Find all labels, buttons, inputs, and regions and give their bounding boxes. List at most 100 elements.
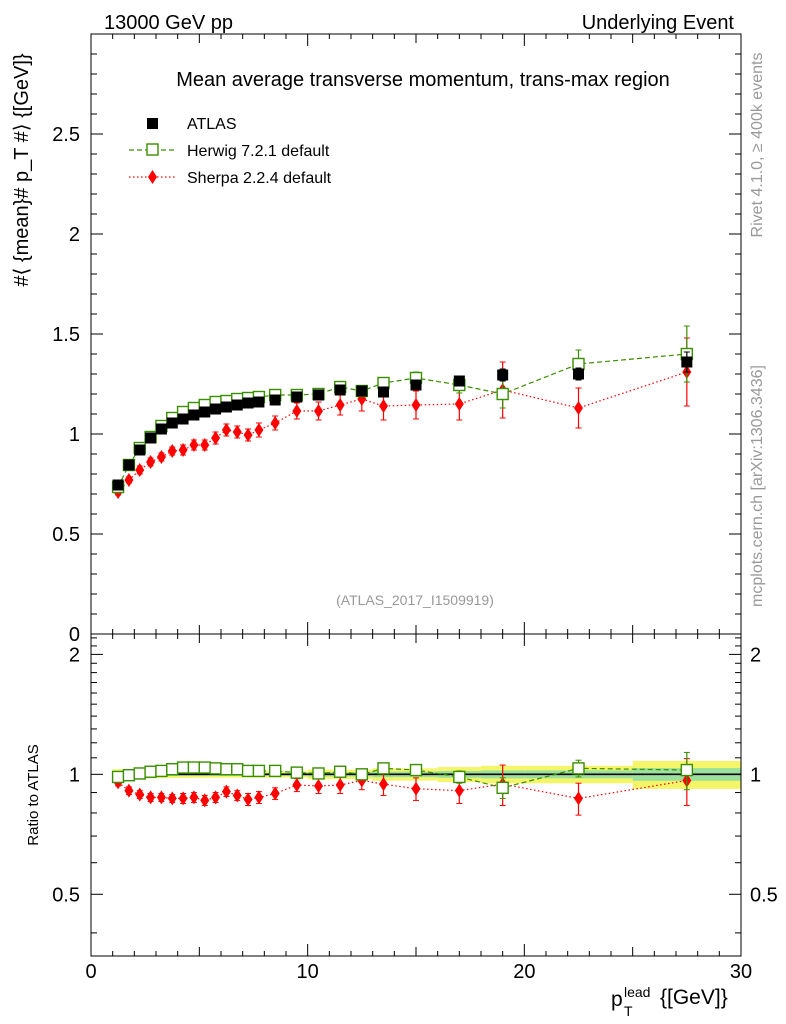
x-axis-label-sub: T <box>624 1003 633 1019</box>
sherpa-point <box>189 438 199 452</box>
atlas-point <box>145 432 157 444</box>
sherpa-point <box>335 398 345 412</box>
ratio-y-tick-label-right: 0.5 <box>750 884 778 906</box>
atlas-point <box>313 389 324 401</box>
sherpa-point <box>124 473 134 487</box>
herwig-point <box>111 770 125 784</box>
sherpa-point <box>454 783 464 798</box>
sherpa-point <box>454 397 464 411</box>
sherpa-point <box>254 423 264 437</box>
header-right: Underlying Event <box>582 12 735 34</box>
sherpa-point <box>574 401 583 415</box>
atlas-point <box>681 356 693 368</box>
main-series-layer <box>111 325 694 499</box>
herwig-line <box>117 353 687 488</box>
legend-marker-atlas <box>147 118 158 129</box>
y-tick-label: 2 <box>69 224 80 246</box>
x-axis-label: p T lead {[GeV]} <box>611 984 728 1019</box>
herwig-point <box>155 764 168 778</box>
atlas-point <box>155 423 167 435</box>
analysis-id: (ATLAS_2017_I1509919) <box>336 592 494 608</box>
atlas-point <box>188 409 200 421</box>
sherpa-point <box>232 425 242 439</box>
x-tick-label: 0 <box>85 961 96 983</box>
sherpa-point <box>221 784 231 799</box>
sherpa-point <box>270 416 280 430</box>
herwig-point <box>209 762 222 775</box>
sherpa-point <box>135 787 145 802</box>
mcplots-label: mcplots.cern.ch [arXiv:1306.3436] <box>749 365 766 607</box>
main-y-tick-labels: 0.5 1 1.5 2 2.5 0 <box>52 124 80 646</box>
sherpa-point <box>379 777 388 792</box>
sherpa-point <box>146 790 156 805</box>
atlas-point <box>410 379 422 391</box>
herwig-point <box>572 762 585 775</box>
sherpa-point <box>314 404 323 418</box>
herwig-point <box>496 781 509 795</box>
y-tick-label: 0.5 <box>52 524 80 546</box>
atlas-point <box>453 375 465 387</box>
header-left: 13000 GeV pp <box>104 12 233 34</box>
x-tick-label: 20 <box>513 961 535 983</box>
x-axis-label-p: p <box>611 988 623 1011</box>
rivet-label: Rivet 4.1.0, ≥ 400k events <box>749 53 766 238</box>
x-axis-label-unit: {[GeV]} <box>660 986 728 1009</box>
sherpa-point <box>211 790 221 805</box>
sherpa-point <box>146 455 156 469</box>
sherpa-point <box>292 778 302 793</box>
ratio-y-axis-label: Ratio to ATLAS <box>25 744 42 845</box>
ratio-y-tick-label-right: 1 <box>750 764 761 786</box>
y-tick-label: 1 <box>69 424 80 446</box>
sherpa-point <box>167 791 177 806</box>
sherpa-point <box>211 431 221 445</box>
atlas-point <box>378 386 389 398</box>
herwig-point <box>680 763 694 777</box>
herwig-point <box>198 761 211 774</box>
herwig-point <box>144 765 157 778</box>
sherpa-point <box>200 438 210 452</box>
legend-label-herwig: Herwig 7.2.1 default <box>187 143 330 160</box>
herwig-point <box>377 762 390 775</box>
atlas-point <box>112 479 124 491</box>
sherpa-point <box>243 792 253 807</box>
sherpa-point <box>292 404 302 418</box>
herwig-point <box>290 766 304 779</box>
x-axis-label-sup: lead <box>624 984 650 1000</box>
sherpa-point <box>270 786 280 801</box>
herwig-point <box>312 767 325 780</box>
atlas-point <box>210 403 222 415</box>
sherpa-point <box>254 790 264 805</box>
main-title: Mean average transverse momentum, trans-… <box>176 69 670 91</box>
y-tick-label: 1.5 <box>52 324 80 346</box>
x-tick-label: 30 <box>730 961 752 983</box>
sherpa-point <box>135 463 145 477</box>
herwig-point <box>122 768 136 782</box>
atlas-point <box>242 397 254 409</box>
atlas-point <box>334 384 346 396</box>
herwig-point <box>166 763 179 776</box>
ratio-series-layer <box>111 751 694 816</box>
y-tick-label: 0 <box>69 624 80 646</box>
legend-marker-sherpa <box>148 170 157 184</box>
sherpa-line <box>117 371 688 493</box>
ratio-y-tick-label: 2 <box>69 644 80 666</box>
ratio-panel: 0.5 0.5 1 1 2 2 Ratio to ATLAS <box>25 633 778 957</box>
sherpa-point <box>411 398 421 412</box>
atlas-point <box>291 391 303 403</box>
herwig-point <box>268 764 282 778</box>
x-tick-labels: 0 10 20 30 <box>85 961 752 983</box>
ratio-y-tick-label: 0.5 <box>52 884 80 906</box>
legend-label-sherpa: Sherpa 2.2.4 default <box>187 170 332 187</box>
sherpa-point <box>178 791 188 806</box>
sherpa-point <box>200 793 210 808</box>
herwig-point <box>496 387 509 401</box>
main-y-axis-label: #⟨ {mean}# p_T #⟩ {[GeV]} <box>11 53 33 287</box>
x-tick-label: 10 <box>297 961 319 983</box>
ratio-ticks <box>90 634 742 956</box>
atlas-point <box>123 459 135 471</box>
herwig-point <box>187 761 201 774</box>
atlas-point <box>253 396 265 408</box>
legend: ATLAS Herwig 7.2.1 default Sherpa 2.2.4 … <box>129 116 332 187</box>
ratio-y-tick-label: 1 <box>69 764 80 786</box>
atlas-point <box>134 444 146 456</box>
